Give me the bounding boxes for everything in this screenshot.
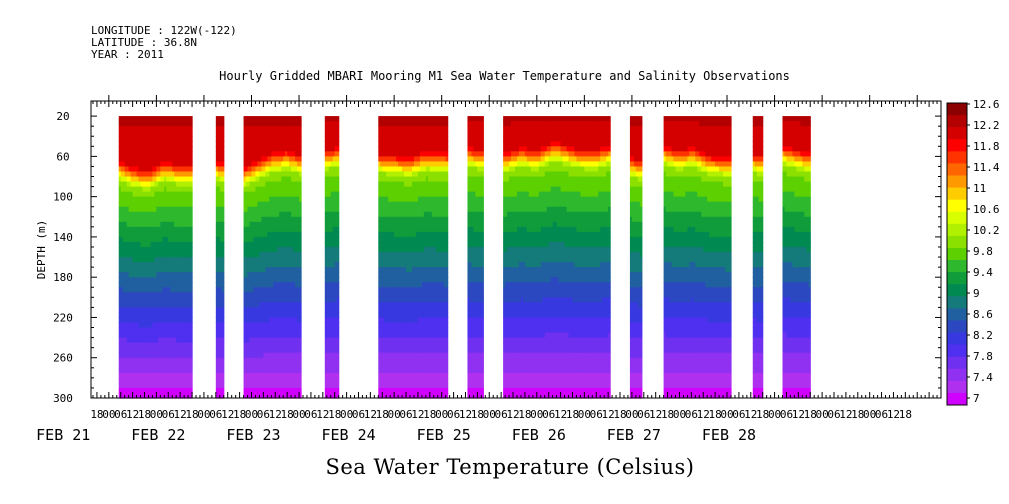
- colorbar-label: 11.4: [973, 161, 1000, 174]
- temperature-segment: [325, 116, 339, 399]
- colorbar-swatch: [947, 333, 967, 346]
- colorbar-swatch: [947, 200, 967, 213]
- temperature-segment: [467, 116, 483, 399]
- colorbar-swatch: [947, 369, 967, 382]
- y-tick-label: 100: [53, 191, 73, 204]
- colorbar-swatch: [947, 308, 967, 321]
- temperature-segment: [503, 116, 611, 399]
- y-tick-label: 260: [53, 352, 73, 365]
- colorbar-label: 8.2: [973, 329, 993, 342]
- colorbar-label: 10.6: [973, 203, 1000, 216]
- colorbar-swatch: [947, 175, 967, 188]
- colorbar-label: 7.8: [973, 350, 993, 363]
- colorbar-swatch: [947, 236, 967, 249]
- x-date-label: FEB 21: [36, 426, 90, 444]
- colorbar-label: 7: [973, 392, 980, 405]
- colorbar-label: 9.8: [973, 245, 993, 258]
- colorbar-swatch: [947, 163, 967, 176]
- colorbar-swatch: [947, 345, 967, 358]
- colorbar-swatch: [947, 224, 967, 237]
- temperature-segment: [244, 116, 302, 399]
- colorbar-swatch: [947, 115, 967, 128]
- x-date-label: FEB 24: [321, 426, 375, 444]
- colorbar-swatch: [947, 296, 967, 309]
- colorbar-label: 10.2: [973, 224, 1000, 237]
- y-tick-label: 140: [53, 231, 73, 244]
- x-date-label: FEB 27: [607, 426, 661, 444]
- x-date-label: FEB 25: [417, 426, 471, 444]
- temperature-segment: [216, 116, 225, 399]
- colorbar-swatch: [947, 272, 967, 285]
- colorbar-label: 12.6: [973, 98, 1000, 111]
- colorbar-label: 11: [973, 182, 986, 195]
- colorbar-label: 12.2: [973, 119, 1000, 132]
- colorbar-label: 8.6: [973, 308, 993, 321]
- temperature-segment: [782, 116, 810, 399]
- colorbar-swatch: [947, 248, 967, 261]
- colorbar-swatch: [947, 139, 967, 152]
- temperature-segment: [664, 116, 732, 399]
- x-date-label: FEB 26: [512, 426, 566, 444]
- y-tick-label: 220: [53, 311, 73, 324]
- colorbar-swatch: [947, 127, 967, 140]
- x-tick-label: 18: [899, 408, 912, 421]
- colorbar-swatch: [947, 320, 967, 333]
- colorbar-label: 9.4: [973, 266, 993, 279]
- colorbar-label: 11.8: [973, 140, 1000, 153]
- temperature-segment: [753, 116, 764, 399]
- y-tick-label: 60: [56, 150, 69, 163]
- colorbar-swatch: [947, 357, 967, 370]
- colorbar-label: 9: [973, 287, 980, 300]
- temperature-segment: [630, 116, 642, 399]
- colorbar-swatch: [947, 284, 967, 297]
- colorbar-swatch: [947, 381, 967, 394]
- x-date-label: FEB 28: [702, 426, 756, 444]
- variable-label: Sea Water Temperature (Celsius): [0, 455, 1009, 479]
- y-tick-label: 20: [56, 110, 69, 123]
- colorbar-swatch: [947, 212, 967, 225]
- colorbar-swatch: [947, 103, 967, 116]
- y-tick-label: 180: [53, 271, 73, 284]
- y-axis-label: DEPTH (m): [35, 220, 48, 280]
- temperature-segment: [378, 116, 448, 399]
- colorbar-swatch: [947, 393, 967, 406]
- temperature-segment: [119, 116, 193, 399]
- x-date-label: FEB 23: [226, 426, 280, 444]
- colorbar-swatch: [947, 260, 967, 273]
- y-tick-label: 300: [53, 392, 73, 405]
- colorbar-swatch: [947, 151, 967, 164]
- colorbar-swatch: [947, 188, 967, 201]
- x-date-label: FEB 22: [131, 426, 185, 444]
- colorbar-label: 7.4: [973, 371, 993, 384]
